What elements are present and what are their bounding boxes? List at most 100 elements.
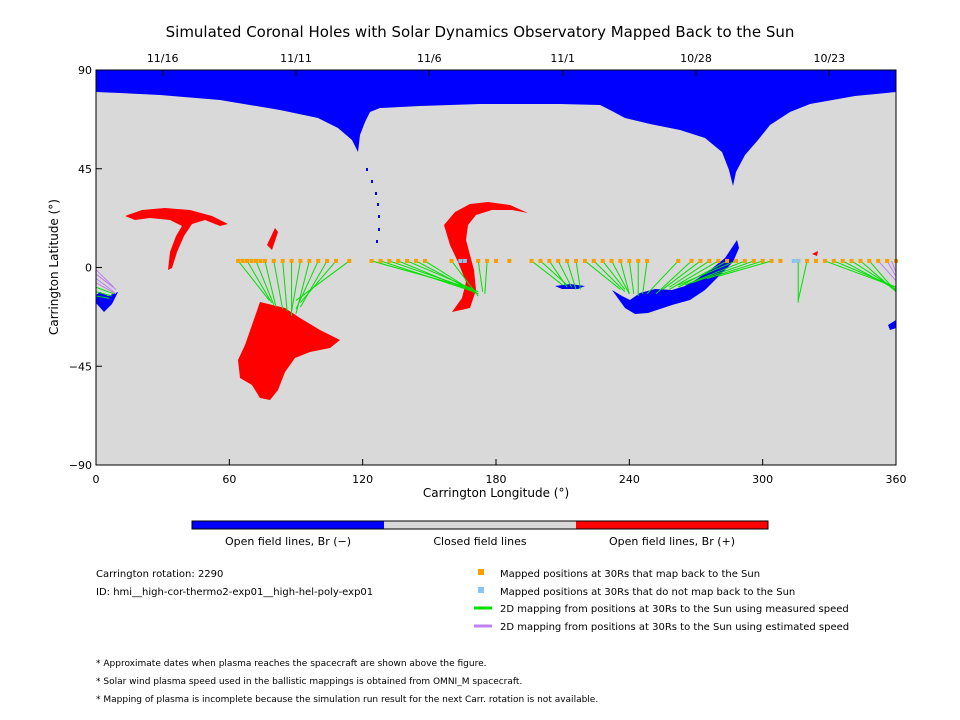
mapping-line	[246, 260, 272, 303]
mapped-point	[249, 258, 254, 263]
mapped-point	[414, 258, 418, 263]
mapped-point	[734, 258, 738, 263]
mapped-point	[791, 258, 796, 263]
mapped-point	[769, 258, 774, 263]
footnote-3: * Mapping of plasma is incomplete becaus…	[96, 695, 598, 705]
mapped-point	[698, 258, 703, 263]
legend-unmapped-swatch	[478, 587, 484, 593]
x-tick-label: 180	[486, 473, 507, 486]
mapped-point	[271, 258, 276, 263]
plot-area	[95, 69, 898, 466]
tiny-hole-318	[812, 251, 818, 256]
mapping-line	[584, 260, 621, 290]
equatorial-hole-240	[612, 240, 739, 314]
mapping-line	[95, 273, 117, 290]
mapping-line	[95, 295, 110, 299]
mapping-line	[451, 260, 479, 297]
mapped-point	[316, 258, 321, 263]
mapped-point	[405, 258, 410, 263]
colorbar-frame	[191, 520, 769, 530]
mapped-point	[494, 258, 498, 263]
mapped-point	[885, 258, 890, 263]
mapping-line	[424, 260, 475, 293]
mapping-line	[575, 260, 581, 290]
mapped-point	[645, 258, 650, 263]
mapped-point	[289, 258, 294, 263]
mapping-line	[300, 260, 328, 308]
mapped-point	[591, 258, 596, 263]
mapping-line	[797, 260, 808, 301]
mapped-point	[796, 258, 801, 263]
hook-hole-right	[444, 202, 528, 312]
mapped-point	[258, 258, 263, 263]
mapped-point	[240, 258, 245, 263]
mapped-point	[867, 258, 872, 263]
mapped-point	[307, 258, 312, 263]
mapping-line	[566, 260, 577, 290]
mapped-point	[334, 258, 338, 263]
mapped-point	[538, 258, 543, 263]
mapped-point	[876, 258, 881, 263]
mapped-point	[458, 258, 463, 263]
chart-title: Simulated Coronal Holes with Solar Dynam…	[166, 23, 795, 41]
north-polar-hole	[96, 70, 896, 186]
mapped-point	[298, 258, 303, 263]
mapped-point	[476, 258, 481, 263]
mapping-line	[877, 260, 897, 282]
mapping-line	[684, 260, 746, 286]
mapped-point	[689, 258, 694, 263]
mapping-line	[593, 260, 626, 292]
mapped-point	[565, 258, 570, 263]
mapping-line	[842, 260, 897, 290]
series-3-lines	[95, 260, 897, 295]
series-1-points	[458, 258, 801, 263]
mapped-point	[716, 258, 721, 263]
mapping-line	[255, 260, 275, 305]
mapped-point	[814, 258, 818, 263]
mapped-point	[254, 258, 258, 263]
mapped-point	[325, 258, 330, 263]
mapping-line	[611, 260, 630, 295]
mapping-line	[398, 260, 479, 295]
mapped-point	[245, 258, 250, 263]
mapped-point	[556, 258, 561, 263]
mapping-line	[557, 260, 573, 288]
footnote-2: * Solar wind plasma speed used in the ba…	[96, 677, 522, 687]
top-date-label: 11/16	[147, 52, 179, 65]
run-id: ID: hmi__high-cor-thermo2-exp01__high-he…	[96, 587, 373, 598]
mapped-point	[378, 258, 383, 263]
mapping-series	[95, 258, 898, 316]
mapping-line	[237, 260, 270, 301]
mapped-point	[831, 258, 836, 263]
mapped-point	[369, 258, 374, 263]
mapping-line	[718, 260, 772, 277]
mapping-line	[669, 260, 710, 288]
mapping-line	[891, 260, 897, 273]
mapping-line	[886, 260, 897, 277]
x-axis-label: Carrington Longitude (°)	[423, 486, 569, 500]
y-tick-label: −45	[69, 360, 92, 373]
positive-coronal-holes	[125, 202, 818, 400]
mapped-point	[462, 258, 467, 263]
mapping-line	[662, 260, 701, 290]
x-tick-label: 360	[886, 473, 907, 486]
hook-hole-left	[125, 208, 228, 270]
mapped-point	[760, 258, 765, 263]
mapping-line	[484, 260, 488, 294]
mapping-line	[273, 260, 284, 310]
mapped-point	[236, 258, 241, 263]
mapping-line	[548, 260, 568, 288]
legend: Mapped positions at 30Rs that map back t…	[474, 569, 849, 633]
colorbar-negative	[192, 521, 384, 529]
mapping-line	[678, 260, 737, 286]
top-date-label: 11/11	[280, 52, 312, 65]
dotted-hole-trail	[366, 168, 380, 243]
mapping-line	[95, 282, 117, 295]
mapped-point	[507, 258, 512, 263]
mapped-point	[347, 258, 352, 263]
legend-estimated-label: 2D mapping from positions at 30Rs to the…	[500, 622, 849, 633]
mapping-line	[95, 291, 112, 297]
mapped-point	[778, 258, 783, 263]
mapping-line	[282, 260, 288, 312]
